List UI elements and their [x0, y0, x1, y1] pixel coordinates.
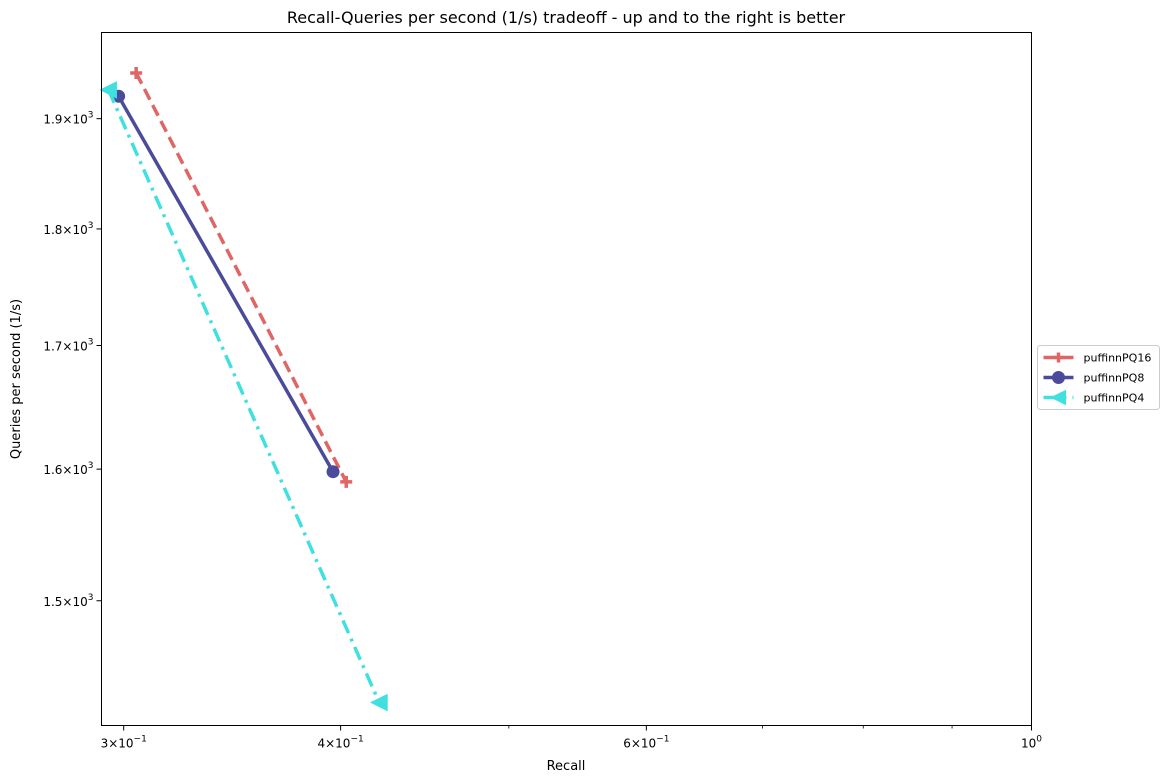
x-tick-label: 4×10−1: [317, 735, 363, 751]
legend-item: puffinnPQ8: [1043, 371, 1145, 385]
marker-triangle-left: [370, 693, 388, 712]
plot-frame: [101, 32, 1032, 726]
marker-circle: [1052, 371, 1065, 384]
x-tick-label: 3×10−1: [101, 735, 147, 751]
y-tick-label: 1.8×103: [43, 221, 93, 237]
series-puffinnPQ16: [130, 67, 353, 488]
chart-title: Recall-Queries per second (1/s) tradeoff…: [287, 8, 846, 27]
x-tick-label: 6×10−1: [623, 735, 669, 751]
marker-plus: [1053, 352, 1064, 363]
y-tick-label: 1.9×103: [43, 111, 93, 127]
marker-triangle-left: [99, 81, 117, 99]
marker-plus: [340, 475, 353, 488]
y-tick-label: 1.6×103: [43, 461, 93, 477]
y-tick-label: 1.5×103: [43, 593, 93, 609]
series-line: [106, 89, 381, 704]
legend: puffinnPQ16 puffinnPQ8 puffinnPQ4: [1037, 345, 1160, 410]
series-line: [134, 72, 348, 483]
series-layer: [99, 67, 388, 712]
legend-label: puffinnPQ8: [1084, 372, 1145, 385]
plot-background: [101, 32, 1032, 726]
legend-frame: [1037, 345, 1160, 410]
marker-plus: [130, 67, 143, 80]
x-axis-label: Recall: [547, 759, 586, 774]
legend-item: puffinnPQ16: [1043, 352, 1152, 365]
y-axis-label: Queries per second (1/s): [9, 299, 24, 459]
y-tick-label: 1.7×103: [43, 338, 93, 354]
marker-triangle-left: [1050, 389, 1066, 406]
series-line: [117, 95, 335, 473]
series-puffinnPQ4: [99, 81, 388, 712]
legend-label: puffinnPQ16: [1084, 352, 1152, 365]
marker-circle: [326, 465, 340, 479]
x-tick-label: 100: [1021, 735, 1042, 751]
legend-label: puffinnPQ4: [1084, 392, 1145, 405]
legend-item: puffinnPQ4: [1043, 389, 1145, 406]
ticks-layer: 3×10−1 4×10−1 6×10−1 100 1.5×103 1.6×103 1.7×1…: [43, 111, 1042, 751]
